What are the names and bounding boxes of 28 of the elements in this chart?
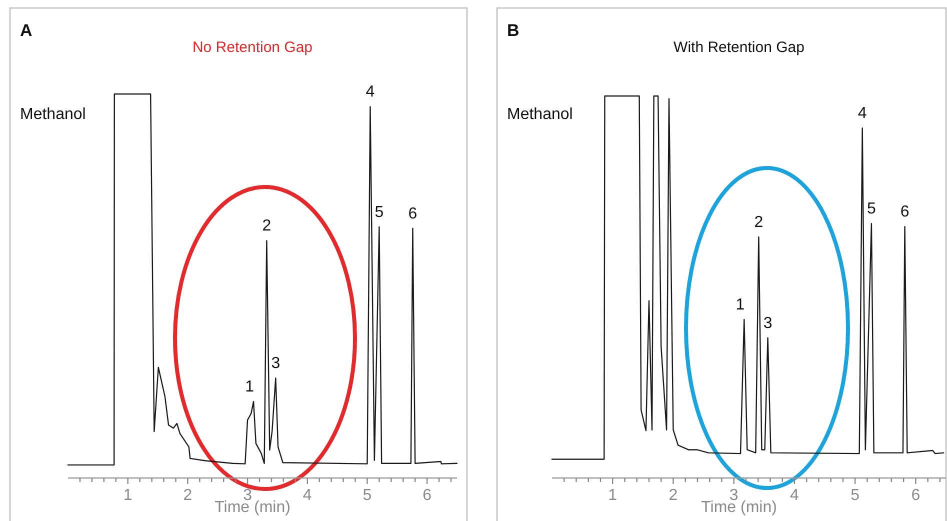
annotation: 5	[374, 204, 384, 221]
x-tick-label: 6	[911, 487, 920, 504]
annotation: 6	[900, 204, 910, 221]
annotation: Methanol	[507, 106, 573, 123]
annotation: 4	[858, 105, 867, 122]
annotation: 3	[271, 355, 280, 372]
annotation: 2	[262, 218, 272, 235]
annotation: 6	[408, 205, 418, 222]
x-tick-label: 4	[790, 487, 800, 504]
annotation: 2	[754, 214, 764, 231]
x-tick-label: 2	[183, 487, 192, 504]
annotation: 4	[366, 84, 375, 101]
annotation: 5	[866, 200, 876, 218]
annotation: 3	[763, 314, 772, 332]
x-tick-label: 6	[422, 487, 432, 504]
x-tick-label: 1	[123, 487, 132, 504]
annotation: 1	[736, 296, 745, 314]
chart-title: B	[507, 21, 520, 40]
x-tick-label: 2	[668, 487, 678, 504]
annotation: 1	[245, 378, 254, 396]
chart-title: A	[20, 21, 32, 40]
x-tick-label: 5	[362, 487, 372, 504]
x-tick-label: 1	[608, 487, 618, 504]
chart-subtitle: No Retention Gap	[192, 39, 313, 56]
x-tick-label: 5	[850, 487, 860, 504]
annotation: Methanol	[20, 106, 86, 123]
x-tick-label: 4	[302, 487, 312, 504]
chart-subtitle: With Retention Gap	[674, 39, 804, 56]
